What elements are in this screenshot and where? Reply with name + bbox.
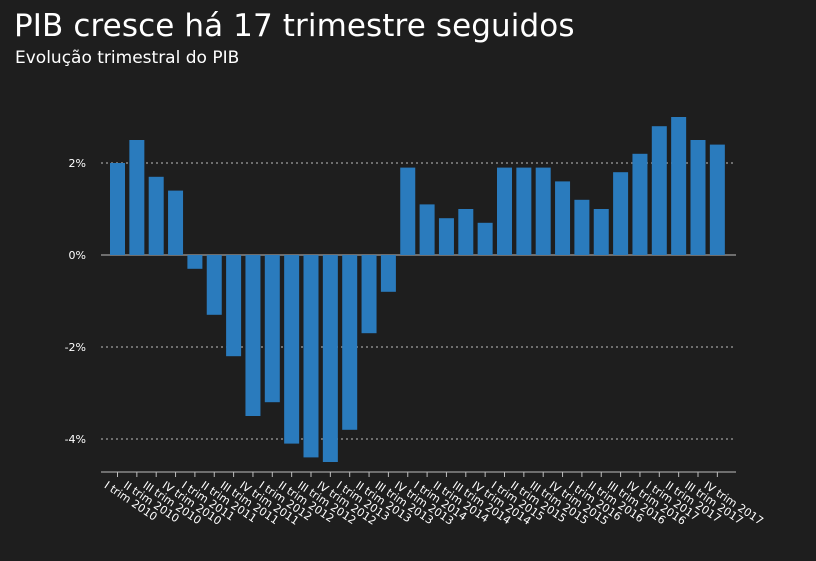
bar xyxy=(226,255,242,357)
bar xyxy=(477,222,493,255)
y-tick-labels: 2% 0% -2% -4% xyxy=(65,157,86,446)
bar xyxy=(438,218,454,255)
bar xyxy=(264,255,280,403)
bar xyxy=(516,167,532,255)
bar xyxy=(613,172,629,255)
bar xyxy=(148,176,164,255)
bar xyxy=(380,255,396,292)
bar xyxy=(400,167,416,255)
x-axis xyxy=(101,471,736,477)
bar xyxy=(129,140,145,255)
bar xyxy=(245,255,261,416)
bar xyxy=(690,140,706,255)
bar xyxy=(632,153,648,255)
y-tick-label: 2% xyxy=(69,157,86,170)
bar xyxy=(555,181,571,255)
chart-title: PIB cresce há 17 trimestre seguidos xyxy=(14,8,575,44)
bar xyxy=(574,199,590,255)
bar xyxy=(303,255,319,458)
bar xyxy=(284,255,300,444)
bar xyxy=(709,144,725,255)
chart-subtitle: Evolução trimestral do PIB xyxy=(15,48,240,68)
bar xyxy=(361,255,377,334)
bar xyxy=(419,204,435,255)
bar xyxy=(322,255,338,462)
bar xyxy=(651,126,667,255)
bars xyxy=(110,117,725,462)
bar xyxy=(593,209,609,255)
bar xyxy=(342,255,358,430)
bar xyxy=(535,167,551,255)
y-tick-label: -2% xyxy=(65,341,86,354)
y-tick-label: -4% xyxy=(65,433,86,446)
bar xyxy=(497,167,512,255)
bar xyxy=(206,255,222,315)
y-tick-label: 0% xyxy=(69,249,86,262)
bar xyxy=(458,209,474,255)
bar xyxy=(187,255,203,269)
bar xyxy=(110,163,125,255)
bar xyxy=(671,117,687,255)
bar xyxy=(168,190,184,255)
